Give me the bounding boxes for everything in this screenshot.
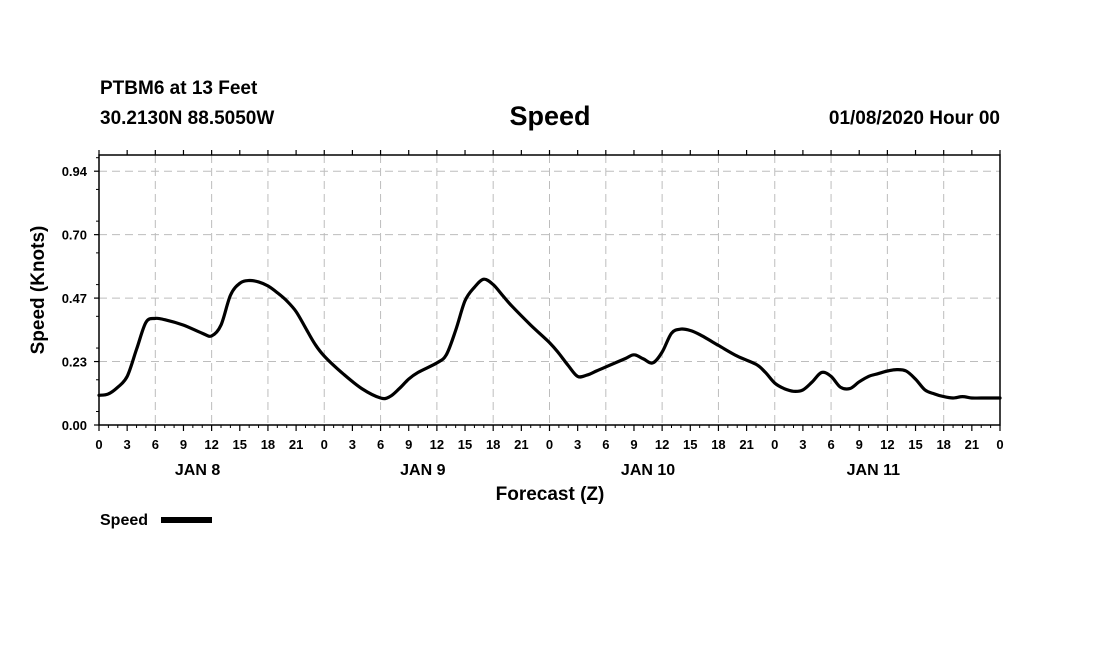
y-tick-label: 0.47 xyxy=(62,291,87,306)
x-tick-label: 9 xyxy=(856,437,863,452)
x-tick-label: 15 xyxy=(458,437,472,452)
y-tick-label: 0.94 xyxy=(62,164,88,179)
x-tick-label: 12 xyxy=(655,437,669,452)
x-tick-label: 9 xyxy=(405,437,412,452)
station-coordinates: 30.2130N 88.5050W xyxy=(100,108,274,129)
x-tick-label: 15 xyxy=(908,437,922,452)
speed-series-line xyxy=(97,277,1002,401)
x-tick-label: 15 xyxy=(233,437,247,452)
day-label: JAN 9 xyxy=(400,462,445,479)
x-tick-label: 21 xyxy=(965,437,979,452)
y-tick-label: 0.00 xyxy=(62,418,87,433)
x-tick-label: 12 xyxy=(204,437,218,452)
x-tick-label: 15 xyxy=(683,437,697,452)
x-axis: 0 3 6 9 12 15 18 21 0 3 6 9 12 15 18 21 0 3 6 9 12 15 18 21 0 3 6 9… xyxy=(95,150,1004,479)
x-tick-label: 6 xyxy=(827,437,834,452)
x-tick-label: 0 xyxy=(546,437,553,452)
station-title: PTBM6 at 13 Feet xyxy=(100,78,258,99)
x-tick-label: 6 xyxy=(152,437,159,452)
x-tick-label: 21 xyxy=(289,437,303,452)
y-axis: 0.00 0.23 0.47 0.70 0.94 xyxy=(62,157,99,433)
x-tick-label: 21 xyxy=(739,437,753,452)
x-tick-label: 18 xyxy=(711,437,725,452)
x-tick-label: 12 xyxy=(430,437,444,452)
chart-title: Speed xyxy=(509,101,590,131)
x-tick-label: 6 xyxy=(377,437,384,452)
x-tick-label: 3 xyxy=(124,437,131,452)
legend-label: Speed xyxy=(100,512,148,529)
x-tick-label: 18 xyxy=(261,437,275,452)
x-tick-label: 18 xyxy=(486,437,500,452)
legend-swatch xyxy=(161,517,212,523)
x-tick-label: 18 xyxy=(936,437,950,452)
x-tick-label: 9 xyxy=(630,437,637,452)
y-axis-label: Speed (Knots) xyxy=(28,226,49,355)
day-label: JAN 8 xyxy=(175,462,220,479)
y-tick-label: 0.23 xyxy=(62,355,87,370)
x-tick-label: 0 xyxy=(321,437,328,452)
legend: Speed xyxy=(100,512,212,529)
x-axis-label: Forecast (Z) xyxy=(496,484,605,505)
x-tick-label: 0 xyxy=(95,437,102,452)
x-tick-label: 3 xyxy=(349,437,356,452)
gridlines xyxy=(99,155,1000,425)
x-tick-label: 3 xyxy=(574,437,581,452)
forecast-run-time: 01/08/2020 Hour 00 xyxy=(829,108,1000,129)
x-tick-label: 3 xyxy=(799,437,806,452)
x-tick-label: 0 xyxy=(771,437,778,452)
day-label: JAN 11 xyxy=(847,462,900,479)
y-tick-label: 0.70 xyxy=(62,228,87,243)
x-tick-label: 0 xyxy=(996,437,1003,452)
x-tick-label: 6 xyxy=(602,437,609,452)
x-tick-label: 12 xyxy=(880,437,894,452)
x-tick-label: 9 xyxy=(180,437,187,452)
x-tick-label: 21 xyxy=(514,437,528,452)
day-label: JAN 10 xyxy=(621,462,675,479)
series-layer xyxy=(97,277,1002,401)
